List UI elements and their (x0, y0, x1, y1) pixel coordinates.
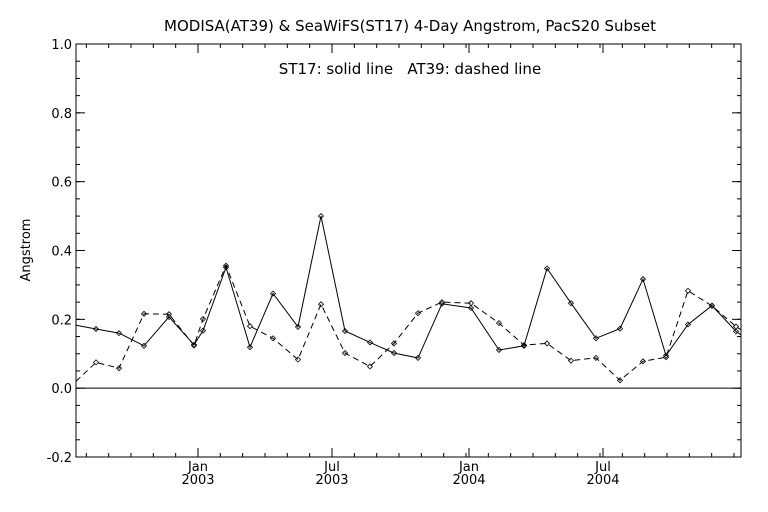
x-tick-year: 2003 (315, 473, 348, 488)
y-tick-label: 0.2 (51, 313, 72, 328)
series-line-at39 (75, 264, 742, 382)
plot-frame (75, 43, 742, 458)
point-at39 (467, 300, 475, 307)
point-st17 (639, 276, 647, 283)
point-st17 (366, 339, 374, 346)
point-st17 (616, 325, 624, 332)
point-st17 (317, 213, 325, 220)
point-at39 (732, 323, 740, 330)
chart-title: MODISA(AT39) & SeaWiFS(ST17) 4-Day Angst… (164, 17, 656, 35)
point-st17 (567, 300, 575, 307)
point-st17 (732, 328, 740, 335)
point-at39 (495, 320, 503, 327)
x-tick-year: 2004 (452, 473, 485, 488)
point-st17 (115, 330, 123, 337)
point-at39 (639, 358, 647, 365)
series-group (75, 213, 742, 384)
point-at39 (317, 301, 325, 308)
point-at39 (438, 299, 446, 306)
y-tick-label: 1.0 (51, 38, 72, 53)
point-at39 (616, 377, 624, 384)
point-at39 (414, 310, 422, 317)
point-at39 (520, 342, 528, 349)
x-tick-month: Jul (323, 460, 340, 475)
point-st17 (390, 349, 398, 357)
point-at39 (592, 354, 600, 361)
y-tick-label: 0.4 (51, 245, 72, 260)
chart-annotation: ST17: solid line AT39: dashed line (279, 60, 541, 78)
point-st17 (294, 323, 302, 330)
y-axis: -0.2 0.0 0.2 0.4 0.6 0.8 1.0 (47, 38, 741, 466)
x-tick-month: Jul (594, 460, 611, 475)
series-line-st17 (75, 215, 742, 359)
y-tick-label: -0.2 (47, 451, 72, 466)
y-axis-label: Angstrom (19, 219, 34, 282)
point-st17 (246, 344, 254, 351)
point-at39 (294, 356, 302, 363)
point-st17 (92, 325, 100, 333)
point-st17 (199, 327, 207, 334)
point-st17 (543, 265, 551, 272)
point-st17 (414, 354, 422, 361)
x-tick-year: 2004 (586, 473, 619, 488)
point-at39 (708, 302, 716, 309)
point-at39 (222, 262, 230, 269)
point-st17 (467, 304, 475, 312)
point-at39 (199, 315, 207, 323)
point-at39 (165, 311, 173, 318)
point-at39 (366, 363, 374, 370)
point-st17 (495, 346, 503, 354)
point-at39 (662, 354, 670, 361)
point-st17 (592, 335, 600, 342)
point-at39 (684, 287, 692, 294)
point-at39 (246, 323, 254, 330)
x-tick-month: Jan (187, 460, 208, 475)
point-st17 (662, 352, 670, 359)
point-at39 (269, 335, 277, 342)
point-at39 (115, 365, 123, 372)
point-at39 (543, 340, 551, 347)
point-st17 (684, 321, 692, 328)
y-tick-label: 0.8 (51, 107, 72, 122)
point-st17 (140, 342, 148, 349)
point-at39 (140, 310, 148, 317)
x-tick-year: 2003 (181, 473, 214, 488)
point-at39 (390, 340, 398, 347)
point-at39 (567, 357, 575, 364)
y-tick-label: 0.6 (51, 176, 72, 191)
point-at39 (92, 359, 100, 366)
point-at39 (190, 342, 198, 349)
point-at39 (341, 349, 349, 357)
y-tick-label: 0.0 (51, 382, 72, 397)
point-st17 (269, 290, 277, 297)
point-st17 (341, 327, 349, 335)
point-st17 (165, 313, 173, 320)
x-tick-month: Jan (458, 460, 479, 475)
